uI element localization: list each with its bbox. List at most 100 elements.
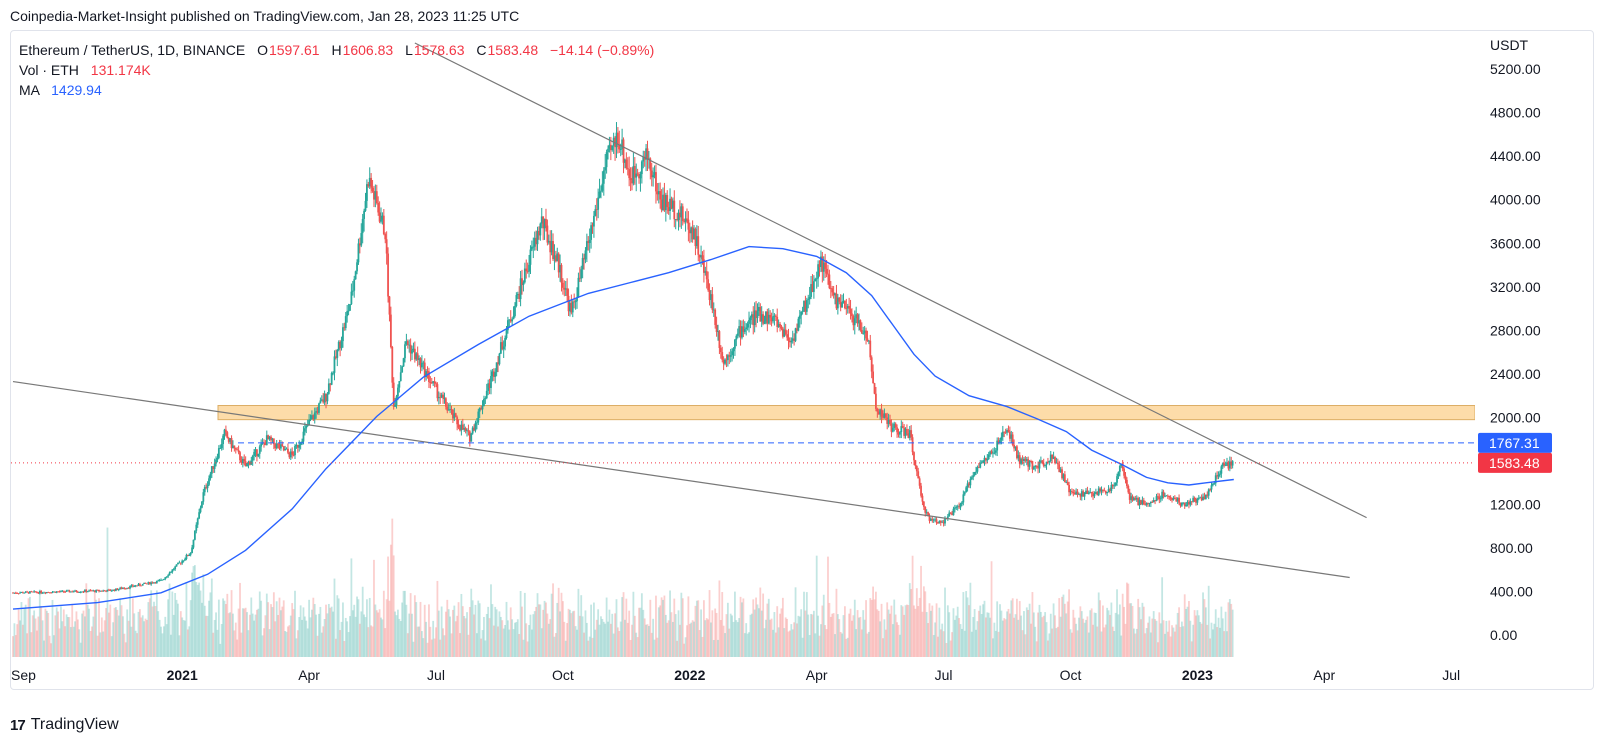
candle-body xyxy=(258,446,261,454)
candle-body xyxy=(882,416,884,418)
candle-body xyxy=(835,293,838,309)
volume-bar xyxy=(95,599,98,657)
candle-body xyxy=(175,564,178,567)
candle-body xyxy=(714,309,717,325)
volume-bar xyxy=(199,590,202,657)
candle-body xyxy=(1021,458,1024,461)
volume-bar xyxy=(124,642,127,657)
candle-body xyxy=(944,517,946,524)
candle-body xyxy=(177,562,179,565)
volume-bar xyxy=(1221,618,1224,657)
candle-body xyxy=(845,308,848,309)
volume-bar xyxy=(618,631,621,657)
candle-body xyxy=(560,265,563,283)
candle-body xyxy=(1186,501,1189,505)
volume-bar xyxy=(693,621,695,657)
volume-bar xyxy=(897,624,900,657)
legend-ma-row[interactable]: MA 1429.94 xyxy=(19,80,654,100)
volume-bar xyxy=(19,620,21,657)
candle-body xyxy=(750,314,753,318)
candle-body xyxy=(1168,495,1171,498)
candle-body xyxy=(812,281,815,292)
overlays xyxy=(11,42,1475,610)
candle-body xyxy=(1207,489,1210,496)
candle-body xyxy=(597,197,600,210)
volume-bar xyxy=(60,606,62,657)
candle-body xyxy=(688,229,691,234)
volume-bar xyxy=(1178,607,1180,657)
candle-body xyxy=(93,590,96,592)
candle-body xyxy=(1164,496,1166,497)
volume-bar xyxy=(704,620,707,657)
volume-bar xyxy=(732,621,735,657)
volume-bar xyxy=(811,614,814,657)
volume-bar xyxy=(1102,605,1104,657)
candle-body xyxy=(652,175,655,178)
candle-body xyxy=(554,255,557,262)
volume-bar xyxy=(577,588,580,657)
candle-body xyxy=(222,435,224,445)
candle-body xyxy=(186,554,189,557)
volume-bar xyxy=(598,624,601,657)
candle-body xyxy=(167,575,169,577)
candle-body xyxy=(536,231,539,245)
volume-bar xyxy=(601,618,604,657)
candle-body xyxy=(1203,496,1206,500)
candle-body xyxy=(1130,496,1133,500)
volume-bar xyxy=(700,609,702,657)
candle-body xyxy=(726,355,729,361)
volume-bar xyxy=(829,616,832,657)
candle-body xyxy=(474,422,477,431)
volume-bar xyxy=(174,593,177,657)
volume-bar xyxy=(612,633,615,657)
volume-bar xyxy=(1028,603,1031,657)
candle-body xyxy=(976,467,979,472)
volume-bar xyxy=(358,623,361,657)
volume-bar xyxy=(924,591,927,657)
candle-body xyxy=(539,223,542,236)
volume-bar xyxy=(381,619,384,657)
volume-bar xyxy=(45,610,48,657)
volume-bar xyxy=(446,599,449,657)
candle-body xyxy=(405,341,408,345)
candle-body xyxy=(718,331,721,349)
candle-body xyxy=(287,448,289,453)
candle-body xyxy=(519,278,522,300)
volume-bar xyxy=(1044,612,1047,657)
volume-bar xyxy=(605,597,608,657)
volume-bar xyxy=(1071,632,1073,657)
candle-body xyxy=(137,583,140,586)
candle-body xyxy=(908,430,911,438)
candle-body xyxy=(952,508,955,516)
candle-body xyxy=(76,591,79,593)
volume-bar xyxy=(664,614,667,657)
candle-body xyxy=(437,396,440,399)
volume-bar xyxy=(109,604,112,657)
candle-body xyxy=(797,318,800,331)
volume-bar xyxy=(325,604,327,657)
candle-body xyxy=(325,393,327,402)
candle-body xyxy=(648,158,650,160)
legend-volume-row[interactable]: Vol · ETH 131.174K xyxy=(19,60,654,80)
candle-body xyxy=(157,580,160,582)
volume-bar xyxy=(92,616,95,657)
volume-bar xyxy=(436,580,439,657)
volume-bar xyxy=(261,635,264,657)
candle-body xyxy=(253,451,256,456)
volume-bar xyxy=(51,599,54,657)
volume-bar xyxy=(616,627,619,657)
volume-bar xyxy=(461,606,464,657)
volume-value: 131.174K xyxy=(90,62,151,78)
volume-bar xyxy=(515,622,518,657)
volume-bar xyxy=(983,600,986,657)
volume-bar xyxy=(976,621,979,657)
tradingview-brand[interactable]: 17 TradingView xyxy=(10,716,119,734)
candle-body xyxy=(591,225,594,227)
volume-bar xyxy=(1042,615,1045,657)
symbol-title[interactable]: Ethereum / TetherUS, 1D, BINANCE xyxy=(19,42,246,58)
candle-body xyxy=(584,250,587,260)
candle-body xyxy=(993,452,996,454)
volume-bar xyxy=(264,615,267,657)
volume-bar xyxy=(835,588,838,657)
